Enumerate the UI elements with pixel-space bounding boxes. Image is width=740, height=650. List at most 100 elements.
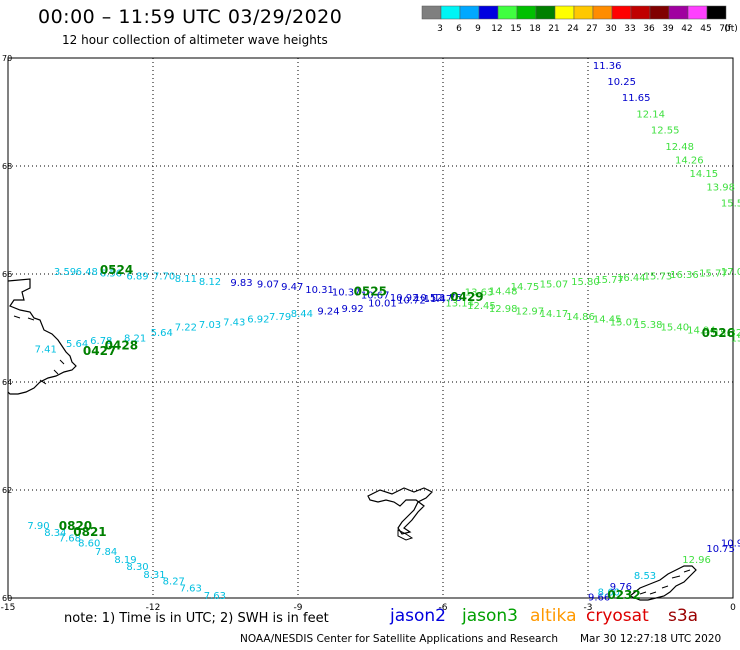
- swh-label: 9.07: [257, 280, 279, 291]
- time-label: 0428: [105, 339, 138, 353]
- time-label: 0821: [73, 525, 106, 539]
- swh-label: 11.65: [622, 93, 651, 104]
- swh-label: 13.63: [465, 288, 494, 299]
- swh-label: 7.68: [59, 533, 81, 544]
- legend-label: 27: [586, 24, 597, 34]
- swh-label: 5.64: [66, 339, 88, 350]
- swh-label: 9.24: [317, 307, 339, 318]
- swh-label: 6.92: [247, 315, 269, 326]
- swh-label: 7.70: [153, 271, 175, 282]
- swh-label: 7.79: [269, 312, 291, 323]
- legend-label: 70: [719, 24, 731, 34]
- island-group-centre: [367, 487, 434, 535]
- lat-tick-label: 60: [2, 594, 12, 603]
- swh-label: 8.27: [163, 577, 185, 588]
- island-small-centre: [397, 529, 414, 541]
- swh-label: 8.60: [78, 539, 100, 550]
- wave-height-labels: 11.36 10.25 11.65 12.14 12.55 12.48 14.26 14.15…: [27, 61, 740, 604]
- swh-label: 7.63: [180, 584, 202, 595]
- swh-label: 8.21: [124, 334, 146, 345]
- swh-label: 8.44: [291, 309, 313, 320]
- swh-label: 10.31: [305, 285, 334, 296]
- swh-label: 15.38: [634, 320, 663, 331]
- time-label: 0526: [702, 326, 735, 340]
- swh-label: 7.90: [27, 521, 49, 532]
- swh-label: 11.75: [433, 293, 462, 304]
- swh-label: 16.36: [670, 270, 699, 281]
- swh-label: 7.43: [223, 317, 245, 328]
- swh-label: 16.44: [617, 273, 646, 284]
- legend-label: 30: [605, 24, 617, 34]
- lon-tick-label: -12: [146, 603, 161, 613]
- swh-label: 14.48: [489, 287, 518, 298]
- legend-label: 9: [475, 24, 481, 34]
- swh-label: 15.77: [595, 275, 624, 286]
- swh-label: 14.75: [511, 282, 540, 293]
- swh-label: 9.66: [588, 593, 610, 604]
- legend-label: 36: [643, 24, 655, 34]
- swh-label: 12.96: [682, 555, 711, 566]
- land-outlines: [7, 278, 697, 601]
- swh-label: 8.11: [175, 274, 197, 285]
- lon-tick-label: -3: [584, 603, 593, 613]
- swh-label: 8.53: [634, 571, 656, 582]
- swh-label: 6.48: [76, 267, 98, 278]
- island-group-bottom-right: [628, 565, 697, 601]
- swh-label: 15.07: [610, 317, 639, 328]
- time-label: 0232: [607, 588, 640, 602]
- swh-label: 3.59: [54, 267, 76, 278]
- time-label: 0429: [450, 290, 483, 304]
- swh-label: 12.98: [489, 304, 518, 315]
- satellite-name: jason3: [462, 606, 518, 626]
- lat-tick-label: 68: [2, 162, 12, 171]
- swh-label: 15.32: [714, 328, 740, 339]
- swh-label: 9.92: [342, 304, 364, 315]
- swh-label: 9.83: [230, 278, 252, 289]
- legend-label: 6: [456, 24, 462, 34]
- legend-label: 3: [437, 24, 443, 34]
- swh-label: 11.36: [593, 61, 622, 72]
- swh-label: 9.47: [281, 282, 303, 293]
- lon-tick-label: 0: [730, 603, 736, 613]
- swh-label: 8.12: [199, 277, 221, 288]
- swh-label: 13.98: [706, 182, 735, 193]
- time-label: 0427: [83, 344, 116, 358]
- swh-label: 7.63: [204, 591, 226, 602]
- legend-label: 33: [624, 24, 635, 34]
- swh-label: 12.97: [516, 307, 545, 318]
- swh-label: 10.25: [607, 77, 636, 88]
- swh-label: 15.80: [571, 277, 600, 288]
- lat-tick-label: 62: [2, 486, 12, 495]
- lat-tick-label: 66: [2, 270, 12, 279]
- swh-label: 7.41: [35, 344, 57, 355]
- lon-tick-label: -9: [294, 603, 303, 613]
- swh-label: 10.37: [332, 288, 361, 299]
- credit-text: NOAA/NESDIS Center for Satellite Applica…: [240, 633, 558, 645]
- swh-label: 7.22: [175, 323, 197, 334]
- footer-note: note: 1) Time is in UTC; 2) SWH is in fe…: [64, 611, 329, 626]
- swh-label: 12.55: [651, 126, 680, 137]
- swh-label: 8.31: [143, 570, 165, 581]
- legend-swatch: [706, 5, 727, 20]
- swh-label: 7.03: [199, 320, 221, 331]
- legend-label: 21: [548, 24, 559, 34]
- swh-label: 10.72: [397, 296, 426, 307]
- swh-label: 11.47: [424, 294, 453, 305]
- swh-label: 17.06: [721, 267, 740, 278]
- island-fragments-bottom-right: [639, 569, 691, 595]
- norway-islands: [13, 315, 65, 385]
- legend-label: 18: [529, 24, 541, 34]
- axis-tick-labels: -15 -12 -9 -6 -3 0 70 68 66 64 62 60: [1, 54, 736, 613]
- swh-label: 15.40: [661, 323, 690, 334]
- swh-label: 8.34: [44, 528, 66, 539]
- swh-label: 6.78: [90, 336, 112, 347]
- color-legend: 3 6 9 12 15 18 21 24 27 30 33 36 39 42 45 70(ft): [421, 5, 738, 34]
- swh-label: 15.5: [721, 199, 740, 210]
- legend-label: 42: [681, 24, 692, 34]
- lat-tick-label: 70: [2, 54, 12, 63]
- swh-label: 10.75: [706, 544, 735, 555]
- swh-label: 10.01: [368, 298, 397, 309]
- swh-label: 7.84: [95, 547, 117, 558]
